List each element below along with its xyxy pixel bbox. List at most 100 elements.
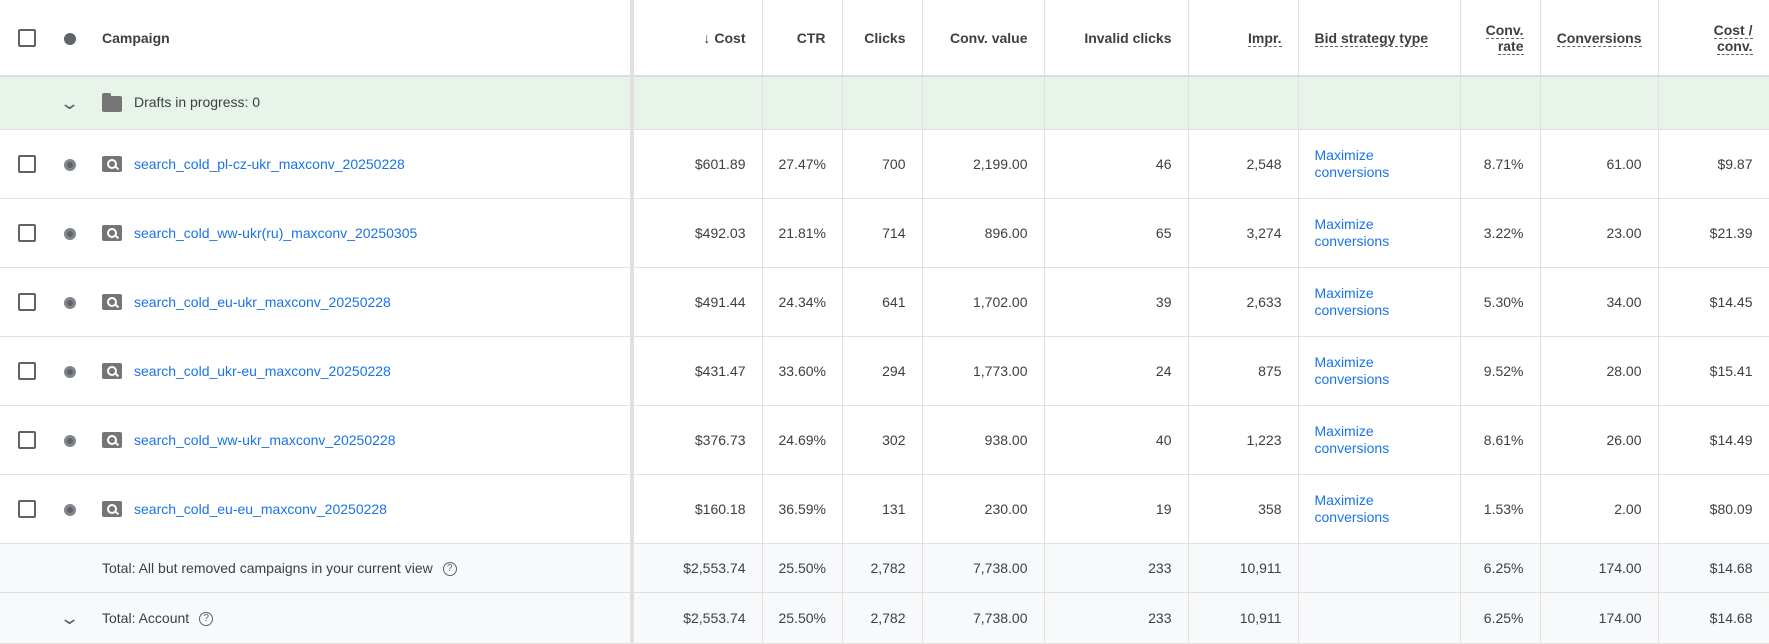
cost-header-label: Cost [714, 29, 746, 46]
folder-icon [102, 92, 122, 112]
conv-value-header[interactable]: Conv. value [922, 0, 1045, 77]
cost-conv-cell: $14.45 [1658, 267, 1769, 337]
drafts-expand-toggle[interactable]: ⌄ [54, 76, 86, 130]
table-row: search_cold_eu-ukr_maxconv_20250228 $491… [0, 267, 1769, 337]
row-checkbox-cell[interactable] [0, 198, 54, 268]
row-checkbox-cell[interactable] [0, 474, 54, 544]
table-row: search_cold_ww-ukr(ru)_maxconv_20250305 … [0, 198, 1769, 268]
status-cell[interactable] [54, 474, 86, 544]
conv-rate-cell: 3.22% [1460, 198, 1541, 268]
total-account-row: ⌄ Total: Account? $2,553.74 25.50% 2,782… [0, 592, 1769, 644]
row-checkbox-cell[interactable] [0, 336, 54, 406]
conversions-header[interactable]: Conversions [1540, 0, 1659, 77]
status-icon[interactable] [64, 297, 76, 310]
conv-rate-cell: 9.52% [1460, 336, 1541, 406]
status-icon[interactable] [64, 228, 76, 241]
bid-strategy-link[interactable]: Maximize conversions [1314, 216, 1390, 249]
account-expand-toggle[interactable]: ⌄ [54, 592, 86, 644]
clicks-cell: 302 [842, 405, 923, 475]
ctr-cell: 24.69% [762, 405, 843, 475]
status-icon[interactable] [64, 504, 76, 517]
conversions-header-label: Conversions [1556, 29, 1642, 47]
help-icon[interactable]: ? [442, 562, 457, 577]
impr-cell: 2,633 [1188, 267, 1299, 337]
conv-rate-header[interactable]: Conv. rate [1460, 0, 1541, 77]
cost-conv-cell: $14.49 [1658, 405, 1769, 475]
campaign-link[interactable]: search_cold_eu-eu_maxconv_20250228 [134, 501, 387, 517]
row-checkbox[interactable] [18, 224, 36, 243]
conv-rate-cell: 1.53% [1460, 474, 1541, 544]
invalid-clicks-cell: 46 [1044, 129, 1189, 199]
conv-value-cell: 1,773.00 [922, 336, 1045, 406]
sort-arrow-icon: ↓ [703, 29, 711, 46]
clicks-header-label: Clicks [864, 29, 906, 46]
bid-strategy-link[interactable]: Maximize conversions [1314, 423, 1390, 456]
header-row: Campaign ↓ Cost CTR Clicks Conv. value In… [0, 0, 1769, 77]
cost-cell: $376.73 [632, 405, 763, 475]
total-view-invalid: 233 [1044, 543, 1189, 593]
cost-conv-cell: $21.39 [1658, 198, 1769, 268]
row-checkbox-cell[interactable] [0, 129, 54, 199]
status-cell[interactable] [54, 129, 86, 199]
total-view-clicks: 2,782 [842, 543, 923, 593]
total-account-label: Total: Account [102, 609, 190, 626]
invalid-clicks-cell: 39 [1044, 267, 1189, 337]
cost-conv-header[interactable]: Cost / conv. [1658, 0, 1769, 77]
clicks-cell: 131 [842, 474, 923, 544]
conv-value-cell: 2,199.00 [922, 129, 1045, 199]
impr-header[interactable]: Impr. [1188, 0, 1299, 77]
campaign-link[interactable]: search_cold_ukr-eu_maxconv_20250228 [134, 363, 391, 379]
invalid-clicks-header[interactable]: Invalid clicks [1044, 0, 1189, 77]
campaign-link[interactable]: search_cold_ww-ukr(ru)_maxconv_20250305 [134, 225, 418, 241]
status-cell[interactable] [54, 198, 86, 268]
conv-rate-cell: 8.61% [1460, 405, 1541, 475]
bid-strategy-link[interactable]: Maximize conversions [1314, 285, 1390, 318]
cost-header[interactable]: ↓ Cost [632, 0, 763, 77]
ctr-header[interactable]: CTR [762, 0, 843, 77]
campaign-link[interactable]: search_cold_pl-cz-ukr_maxconv_20250228 [134, 156, 405, 172]
conv-value-cell: 1,702.00 [922, 267, 1045, 337]
status-icon[interactable] [64, 159, 76, 172]
help-icon[interactable]: ? [199, 612, 214, 627]
clicks-cell: 641 [842, 267, 923, 337]
chevron-down-icon[interactable]: ⌄ [59, 92, 81, 113]
bid-strategy-link[interactable]: Maximize conversions [1314, 147, 1390, 180]
status-icon[interactable] [64, 435, 76, 448]
status-cell[interactable] [54, 267, 86, 337]
status-cell[interactable] [54, 405, 86, 475]
invalid-clicks-cell: 40 [1044, 405, 1189, 475]
clicks-header[interactable]: Clicks [842, 0, 923, 77]
campaign-link[interactable]: search_cold_eu-ukr_maxconv_20250228 [134, 294, 391, 310]
campaign-header[interactable]: Campaign [86, 0, 634, 77]
total-view-impr: 10,911 [1188, 543, 1299, 593]
bid-strategy-header[interactable]: Bid strategy type [1298, 0, 1461, 77]
ctr-cell: 21.81% [762, 198, 843, 268]
drafts-row: ⌄ Drafts in progress: 0 [0, 76, 1769, 130]
bid-strategy-link[interactable]: Maximize conversions [1314, 492, 1390, 525]
ctr-cell: 27.47% [762, 129, 843, 199]
status-icon[interactable] [64, 366, 76, 379]
total-account-impr: 10,911 [1188, 592, 1299, 644]
clicks-cell: 294 [842, 336, 923, 406]
row-checkbox[interactable] [18, 293, 36, 312]
row-checkbox[interactable] [18, 500, 36, 519]
conversions-cell: 2.00 [1540, 474, 1659, 544]
row-checkbox[interactable] [18, 431, 36, 450]
chevron-down-icon[interactable]: ⌄ [59, 607, 81, 628]
row-checkbox-cell[interactable] [0, 267, 54, 337]
conv-value-cell: 896.00 [922, 198, 1045, 268]
row-checkbox[interactable] [18, 155, 36, 174]
status-dot-icon [64, 32, 76, 45]
campaign-link[interactable]: search_cold_ww-ukr_maxconv_20250228 [134, 432, 396, 448]
select-all-checkbox[interactable] [18, 28, 36, 47]
row-checkbox-cell[interactable] [0, 405, 54, 475]
status-cell[interactable] [54, 336, 86, 406]
bid-strategy-header-label: Bid strategy type [1314, 29, 1429, 47]
search-campaign-icon [102, 225, 122, 241]
row-checkbox[interactable] [18, 362, 36, 381]
search-campaign-icon [102, 432, 122, 448]
table-row: search_cold_pl-cz-ukr_maxconv_20250228 $… [0, 129, 1769, 199]
total-account-cost: $2,553.74 [632, 592, 763, 644]
bid-strategy-link[interactable]: Maximize conversions [1314, 354, 1390, 387]
select-all-checkbox-cell[interactable] [0, 0, 54, 77]
